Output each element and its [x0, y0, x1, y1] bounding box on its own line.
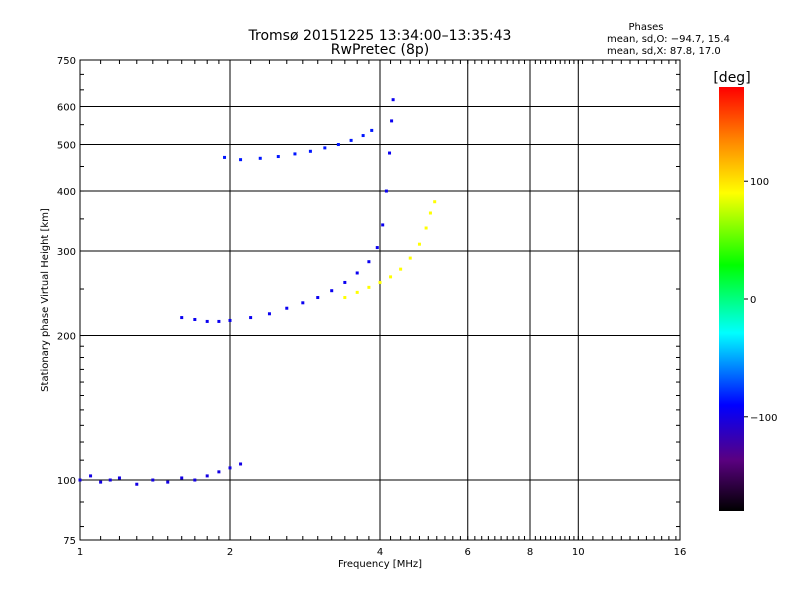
data-point	[428, 211, 432, 215]
y-tick-label: 100	[57, 476, 76, 487]
data-point	[193, 317, 197, 321]
data-point	[349, 138, 353, 142]
minor-ticks	[80, 60, 680, 540]
data-point	[316, 296, 320, 300]
data-point	[308, 149, 312, 153]
data-point	[391, 98, 395, 102]
data-point	[239, 462, 243, 466]
data-point	[135, 482, 139, 486]
data-point	[193, 478, 197, 482]
data-points	[78, 98, 437, 486]
data-point	[355, 290, 359, 294]
colorbar-label: [deg]	[713, 70, 750, 86]
data-point	[390, 119, 394, 123]
data-point	[378, 280, 382, 284]
data-point	[205, 474, 209, 478]
data-point	[285, 306, 289, 310]
data-point	[217, 470, 221, 474]
data-point	[336, 143, 340, 147]
colorbar	[719, 87, 744, 511]
chart-subtitle: RwPretec (8p)	[331, 42, 429, 58]
x-tick-label: 6	[465, 547, 471, 558]
data-point	[180, 316, 184, 320]
data-point	[367, 285, 371, 289]
x-tick-labels: 1 2 4 6 8 10 16	[77, 547, 687, 558]
data-point	[323, 146, 327, 150]
data-point	[223, 155, 227, 159]
data-point	[117, 476, 121, 480]
y-axis-label: Stationary phase Virtual Height [km]	[40, 208, 51, 392]
x-tick-label: 2	[227, 547, 233, 558]
colorbar-tick-label: −100	[750, 413, 777, 424]
data-point	[381, 223, 385, 227]
data-point	[151, 478, 155, 482]
data-point	[389, 275, 393, 279]
colorbar-tick-label: 100	[750, 177, 769, 188]
stats-title: Phases	[628, 22, 663, 33]
data-point	[424, 226, 428, 230]
grid-lines	[80, 60, 680, 540]
data-point	[217, 319, 221, 323]
y-tick-label: 600	[57, 103, 76, 114]
data-point	[417, 242, 421, 246]
data-point	[205, 319, 209, 323]
colorbar-tick-label: 0	[750, 295, 756, 306]
data-point	[433, 200, 437, 204]
data-point	[343, 296, 347, 300]
data-point	[367, 260, 371, 264]
y-tick-label: 750	[57, 56, 76, 67]
y-tick-label: 75	[63, 536, 76, 547]
data-point	[267, 312, 271, 316]
data-point	[228, 466, 232, 470]
data-point	[370, 128, 374, 132]
data-point	[78, 478, 82, 482]
x-tick-label: 16	[674, 547, 687, 558]
chart-title: Tromsø 20151225 13:34:00–13:35:43	[248, 28, 512, 44]
data-point	[166, 480, 170, 484]
x-tick-label: 4	[377, 547, 383, 558]
data-point	[384, 189, 388, 193]
data-point	[228, 318, 232, 322]
data-point	[108, 478, 112, 482]
data-point	[330, 289, 334, 293]
stats-x-mode: mean, sd,X: 87.8, 17.0	[607, 46, 721, 57]
y-tick-label: 500	[57, 141, 76, 152]
y-tick-labels: 750 600 500 400 300 200 100 75	[57, 56, 76, 547]
y-tick-label: 200	[57, 332, 76, 343]
data-point	[276, 155, 280, 159]
data-point	[249, 316, 253, 320]
x-tick-label: 1	[77, 547, 83, 558]
data-point	[361, 134, 365, 138]
data-point	[375, 246, 379, 250]
data-point	[99, 480, 103, 484]
colorbar-ticks: 100 0 −100	[744, 177, 777, 424]
data-point	[293, 152, 297, 156]
data-point	[388, 151, 392, 155]
data-point	[180, 476, 184, 480]
data-point	[343, 280, 347, 284]
x-tick-label: 8	[527, 547, 533, 558]
data-point	[399, 267, 403, 271]
y-tick-label: 400	[57, 187, 76, 198]
data-point	[301, 301, 305, 305]
data-point	[89, 474, 93, 478]
data-point	[258, 156, 262, 160]
x-tick-label: 10	[572, 547, 585, 558]
data-point	[355, 271, 359, 275]
data-point	[408, 256, 412, 260]
y-tick-label: 300	[57, 247, 76, 258]
stats-o-mode: mean, sd,O: −94.7, 15.4	[607, 34, 730, 45]
data-point	[239, 158, 243, 162]
x-axis-label: Frequency [MHz]	[338, 559, 422, 570]
